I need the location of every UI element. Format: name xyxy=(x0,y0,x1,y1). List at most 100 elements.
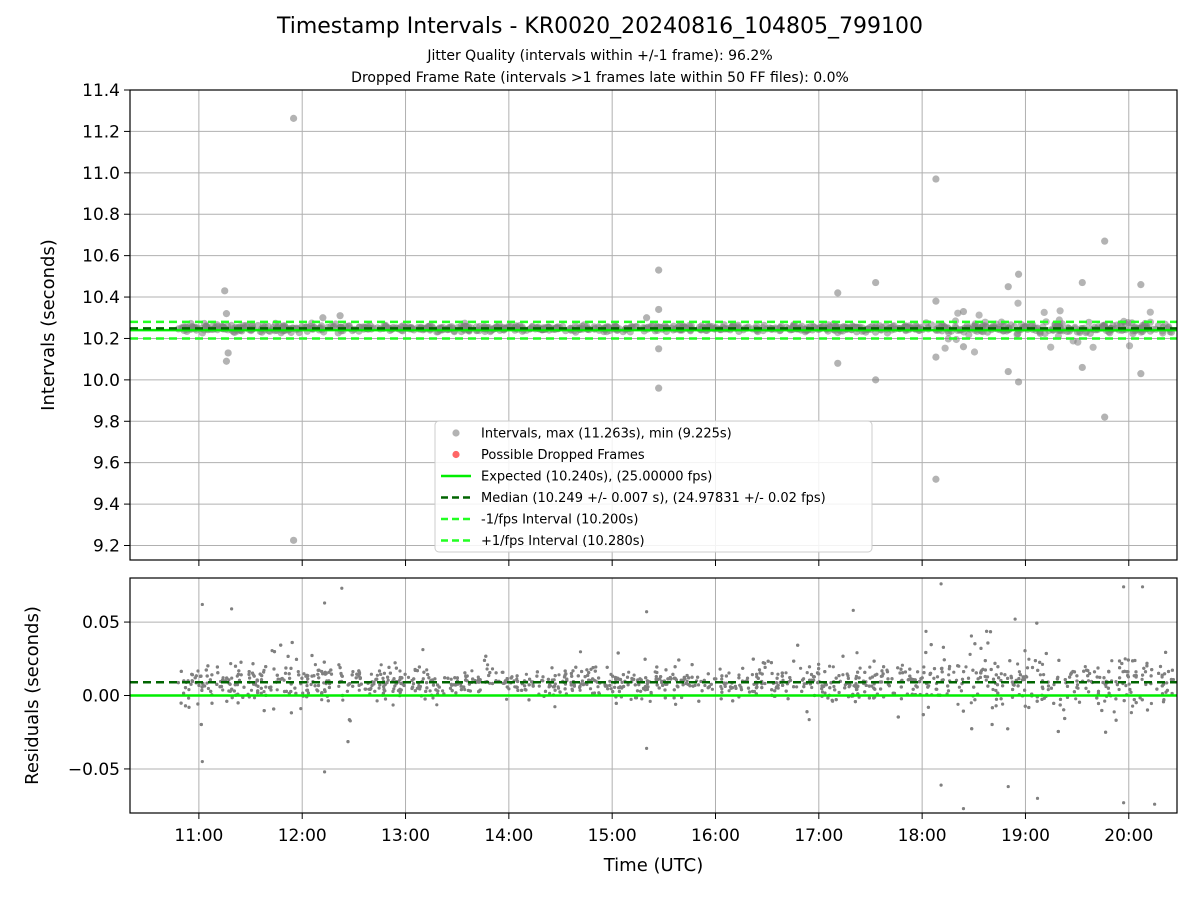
residual-point xyxy=(494,671,498,675)
residual-point xyxy=(369,672,373,676)
residual-point xyxy=(613,685,617,689)
residual-point xyxy=(968,652,972,657)
x-tick-label: 14:00 xyxy=(484,826,533,846)
residual-point xyxy=(357,674,361,678)
residual-point xyxy=(620,680,624,685)
residual-point xyxy=(784,689,788,693)
residual-point xyxy=(357,683,361,688)
residual-point xyxy=(993,661,997,666)
residual-point xyxy=(354,676,358,680)
residual-point xyxy=(182,691,186,695)
residual-point xyxy=(358,676,362,681)
residual-point xyxy=(486,663,490,667)
residual-point xyxy=(1131,704,1135,708)
residual-point xyxy=(320,698,324,702)
legend-label: Median (10.249 +/- 0.007 s), (24.97831 +… xyxy=(481,491,826,506)
residual-point xyxy=(606,687,610,691)
y-tick-label: 9.4 xyxy=(93,495,120,515)
legend-entry: -1/fps Interval (10.200s) xyxy=(441,513,638,528)
residual-point xyxy=(379,663,383,667)
residual-point xyxy=(1118,676,1122,680)
residual-point xyxy=(501,670,505,674)
residual-point xyxy=(463,688,467,692)
plot-area xyxy=(130,582,1177,811)
residual-point xyxy=(720,677,724,681)
residual-outlier-point xyxy=(645,610,649,614)
residual-point xyxy=(828,664,832,668)
interval-outlier-point xyxy=(834,289,842,297)
residual-point xyxy=(637,683,641,687)
residual-point xyxy=(990,722,994,727)
residual-point xyxy=(854,682,858,686)
residual-point xyxy=(1127,682,1131,686)
residual-point xyxy=(421,677,425,681)
residual-point xyxy=(398,669,402,673)
residual-point xyxy=(720,690,724,694)
residual-point xyxy=(677,658,681,662)
legend-label: -1/fps Interval (10.200s) xyxy=(481,513,638,528)
residual-point xyxy=(516,679,520,684)
residual-point xyxy=(833,688,837,692)
residual-point xyxy=(578,688,582,692)
residual-point xyxy=(700,689,704,693)
residual-point xyxy=(520,688,524,693)
residual-point xyxy=(929,643,933,647)
residual-point xyxy=(351,684,355,688)
residual-point xyxy=(1012,683,1016,687)
residual-point xyxy=(875,672,879,676)
y-tick-label: 10.6 xyxy=(82,247,120,267)
residual-point xyxy=(1069,671,1073,675)
residual-point xyxy=(1052,683,1056,687)
residual-point xyxy=(1018,673,1023,677)
residual-point xyxy=(585,668,589,672)
residual-point xyxy=(890,677,894,681)
legend-marker-dropped xyxy=(452,450,460,459)
residual-outlier-point xyxy=(322,770,327,774)
jitter-quality-subtitle: Jitter Quality (intervals within +/-1 fr… xyxy=(427,48,773,64)
residual-point xyxy=(674,702,678,706)
residual-point xyxy=(729,686,733,690)
residual-point xyxy=(817,662,821,666)
residual-point xyxy=(563,674,567,678)
residual-point xyxy=(1133,658,1137,663)
residual-point xyxy=(570,674,574,678)
residual-point xyxy=(957,685,962,689)
residual-point xyxy=(215,682,219,687)
interval-point xyxy=(954,309,962,317)
residual-point xyxy=(751,657,755,661)
x-tick-label: 13:00 xyxy=(381,826,430,846)
residual-point xyxy=(834,698,838,702)
residual-point xyxy=(247,670,251,674)
residual-point xyxy=(613,675,618,680)
interval-outlier-point xyxy=(932,475,940,483)
residual-point xyxy=(345,689,349,693)
residual-point xyxy=(654,675,658,679)
residual-point xyxy=(580,679,585,683)
legend-label: +1/fps Interval (10.280s) xyxy=(481,534,645,549)
residual-point xyxy=(250,671,255,675)
residual-point xyxy=(917,680,922,684)
residual-point xyxy=(659,675,663,679)
residual-point xyxy=(455,676,459,680)
residual-point xyxy=(586,673,590,678)
residual-point xyxy=(971,668,975,672)
residual-point xyxy=(1058,703,1062,707)
residual-outlier-point xyxy=(1122,585,1126,589)
residual-point xyxy=(837,690,841,695)
residual-point xyxy=(443,676,447,680)
residual-point xyxy=(465,679,469,683)
residual-outlier-point xyxy=(851,608,855,612)
interval-outlier-point xyxy=(1014,270,1023,278)
residual-point xyxy=(946,684,950,688)
residual-point xyxy=(187,705,191,709)
x-tick-label: 19:00 xyxy=(1001,826,1050,846)
residual-point xyxy=(926,685,930,689)
interval-point xyxy=(227,321,236,329)
residual-point xyxy=(235,683,240,687)
residual-point xyxy=(317,676,321,680)
residual-point xyxy=(663,696,667,700)
residual-point xyxy=(1122,699,1126,703)
residual-point xyxy=(322,681,326,685)
residual-point xyxy=(786,697,790,701)
residual-point xyxy=(1114,718,1118,722)
